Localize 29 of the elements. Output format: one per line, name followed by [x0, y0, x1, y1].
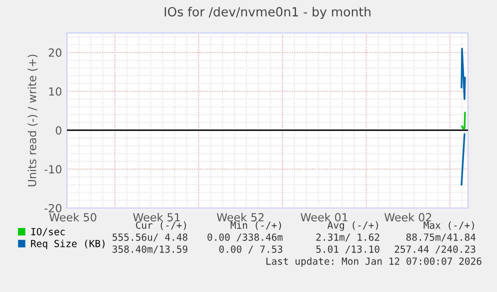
x-tick-label: Week 50: [49, 212, 96, 222]
y-tick-label: -20: [44, 204, 62, 212]
x-tick-label: Week 02: [384, 212, 432, 222]
text: 88.75m/41.84: [406, 233, 476, 242]
x-tick-label: Week 52: [216, 212, 264, 222]
chart-title: IOs for /dev/nvme0n1 - by month: [164, 6, 370, 19]
x-tick-label: Week 01: [300, 212, 348, 222]
line-series: [460, 48, 466, 100]
legend-label: IO/sec: [31, 228, 65, 236]
text: 2.31m/ 1.62: [316, 233, 380, 242]
line-series: [461, 112, 466, 130]
x-tick-label: Week 51: [133, 212, 180, 222]
text: Avg (-/+): [328, 221, 378, 231]
text: Cur (-/+): [136, 221, 186, 230]
y-tick-label: -10: [44, 165, 62, 174]
y-tick-label: 20: [48, 48, 62, 57]
text: 0.00 /338.46m: [208, 233, 283, 242]
text: Min (-/+): [230, 221, 281, 230]
y-tick-label: 0: [56, 126, 62, 135]
y-axis-title: Units read (-) / write (+): [28, 54, 38, 186]
text: 5.01 /13.10: [316, 245, 380, 254]
text: 0.00 / 7.53: [219, 245, 282, 254]
text: Max (-/+): [424, 221, 474, 230]
text: Last update: Mon Jan 12 07:00:07 2026: [266, 257, 482, 267]
legend-label: Req Size (KB): [31, 240, 104, 250]
text: 257.44 /240.23: [394, 245, 476, 254]
text: 358.40m/13.59: [112, 245, 188, 254]
text: 555.56u/ 4.48: [112, 233, 188, 242]
y-tick-label: 10: [49, 87, 62, 96]
